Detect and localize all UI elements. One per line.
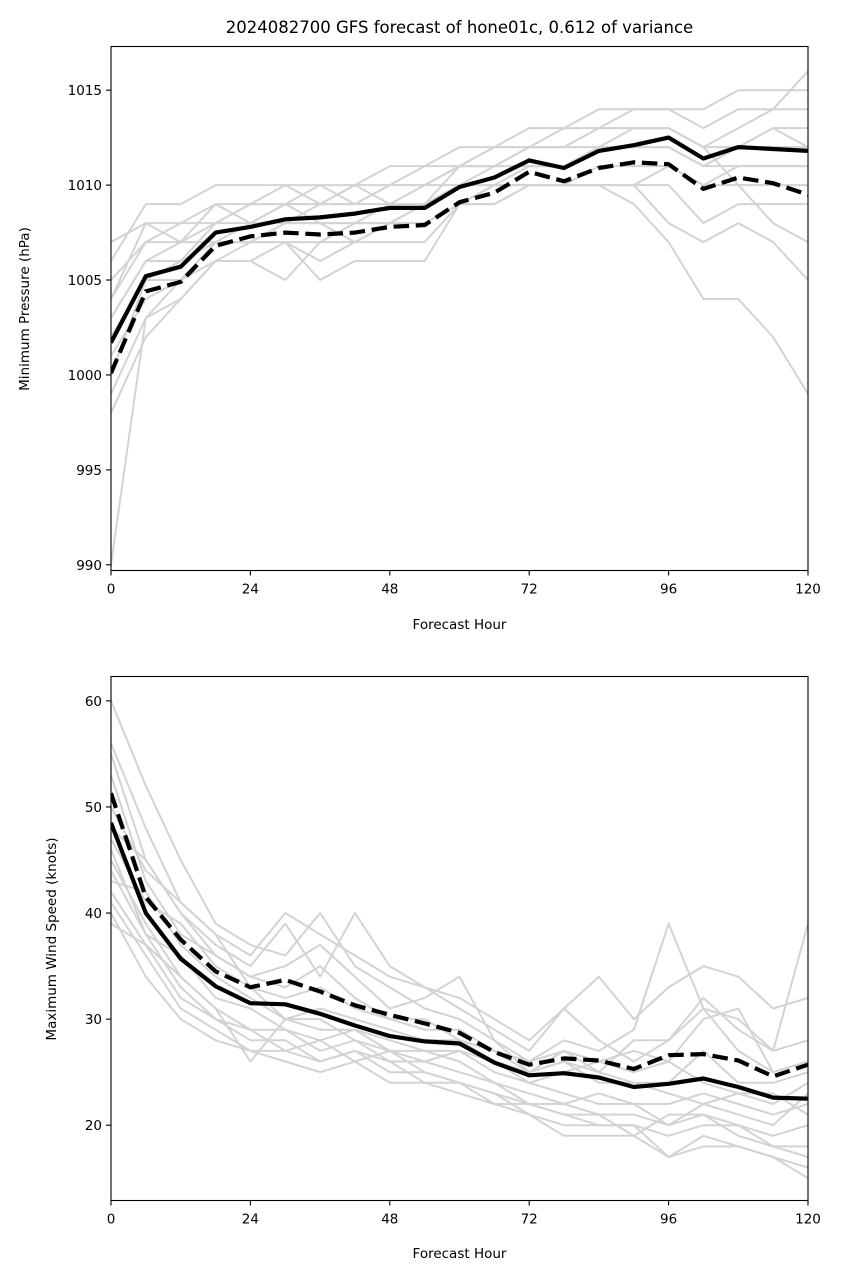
pressure-ytick-label: 1000 xyxy=(68,368,102,384)
pressure-deterministic-line xyxy=(111,160,808,374)
wind-xtick-label: 0 xyxy=(107,1212,116,1228)
wind-member-15-line xyxy=(111,827,808,1074)
wind-xtick-label: 72 xyxy=(521,1212,538,1228)
pressure-ensemble-mean-line xyxy=(111,135,808,344)
pressure-main-lines xyxy=(111,135,808,374)
wind-members xyxy=(111,700,808,1180)
wind-member-11-line xyxy=(111,901,808,1180)
pressure-ytick-label: 995 xyxy=(76,463,102,479)
wind-xtick-label: 96 xyxy=(660,1212,677,1228)
wind-ytick-label: 40 xyxy=(85,906,102,922)
pressure-xticks: 0 24 48 72 96 120 xyxy=(107,570,821,598)
pressure-xtick-label: 48 xyxy=(381,582,398,598)
wind-member-08-line xyxy=(111,859,808,1137)
pressure-member-13-line xyxy=(111,127,808,319)
pressure-panel: 0 24 48 72 96 120 990 995 1000 1005 1010 1015 Fore… xyxy=(17,45,821,633)
wind-axes-frame xyxy=(110,675,809,1202)
pressure-yticks: 990 995 1000 1005 1010 1015 xyxy=(68,83,111,574)
wind-member-13-line xyxy=(111,922,808,1127)
pressure-xlabel: Forecast Hour xyxy=(413,617,507,633)
pressure-xtick-label: 120 xyxy=(795,582,821,598)
pressure-axes-frame xyxy=(110,45,809,572)
wind-ensemble-mean-line xyxy=(111,822,808,1101)
pressure-xtick-label: 96 xyxy=(660,582,677,598)
pressure-ytick-label: 1010 xyxy=(68,178,102,194)
wind-ytick-label: 30 xyxy=(85,1012,102,1028)
wind-deterministic-line xyxy=(111,792,808,1079)
wind-member-12-line xyxy=(111,912,808,1148)
wind-xtick-label: 120 xyxy=(795,1212,821,1228)
wind-ytick-label: 60 xyxy=(85,694,102,710)
wind-member-01-line xyxy=(111,700,808,1063)
wind-yticks: 20 30 40 50 60 xyxy=(85,694,111,1134)
pressure-member-02-line xyxy=(111,89,808,262)
wind-xlabel: Forecast Hour xyxy=(413,1246,507,1262)
wind-member-14-line xyxy=(111,880,808,1116)
pressure-ytick-label: 990 xyxy=(76,558,102,574)
wind-xtick-label: 24 xyxy=(242,1212,259,1228)
wind-xticks: 0 24 48 72 96 120 xyxy=(107,1200,821,1228)
wind-ytick-label: 50 xyxy=(85,800,102,816)
pressure-xtick-label: 72 xyxy=(521,582,538,598)
wind-main-lines xyxy=(111,792,808,1101)
chart-title: 2024082700 GFS forecast of hone01c, 0.61… xyxy=(226,18,693,37)
wind-member-05-line xyxy=(111,806,808,1084)
pressure-ytick-label: 1005 xyxy=(68,273,102,289)
wind-ytick-label: 20 xyxy=(85,1118,102,1134)
pressure-ylabel: Minimum Pressure (hPa) xyxy=(17,227,33,391)
wind-ylabel: Maximum Wind Speed (knots) xyxy=(44,837,60,1040)
pressure-xtick-label: 0 xyxy=(107,582,116,598)
wind-panel: 0 24 48 72 96 120 20 30 40 50 60 Forecast Hour Ma… xyxy=(44,675,821,1262)
wind-member-02-line xyxy=(111,742,808,1052)
pressure-xtick-label: 24 xyxy=(242,582,259,598)
pressure-ytick-label: 1015 xyxy=(68,83,102,99)
wind-xtick-label: 48 xyxy=(381,1212,398,1228)
